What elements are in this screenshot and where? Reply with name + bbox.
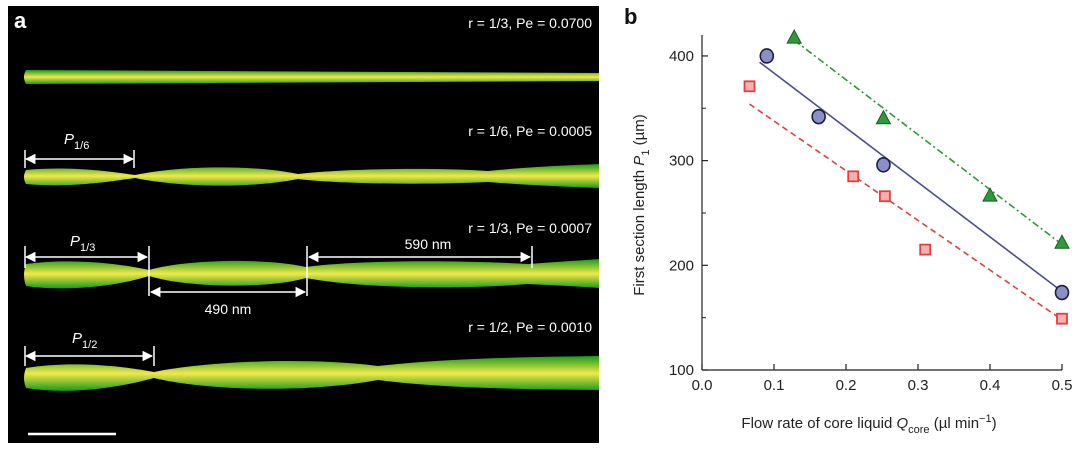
x-axis-title: Flow rate of core liquid Qcore (µl min−1… [741,413,996,436]
y-tick-label: 300 [669,153,694,170]
fit-line-square [749,103,1063,321]
point-circle [811,108,826,125]
fit-lines [749,39,1063,321]
point-square [847,170,860,183]
x-tick-label: 0.1 [764,377,785,394]
point-square [1056,312,1068,325]
period-label-row4: P1/2 [72,330,97,351]
panel-b-label: b [624,4,637,29]
scatter-panel: b 0.0 0.1 0.2 0.3 0.4 0.5 100 200 300 400 First s… [604,0,1075,449]
thread-row4 [24,356,599,391]
chart-axes: 0.0 0.1 0.2 0.3 0.4 0.5 100 200 300 400 [669,35,1072,394]
point-square [919,243,932,256]
thread-row3 [24,259,599,289]
x-tick-label: 0.5 [1052,377,1073,394]
point-triangle [982,187,998,202]
micrograph-panel: a r = 1/3, Pe = 0.0700 r = 1/6, Pe = 0.0… [8,6,599,443]
span-label-590: 590 nm [405,236,452,252]
scatter-chart: b 0.0 0.1 0.2 0.3 0.4 0.5 100 200 300 400 First s… [624,4,1072,436]
period-label-row3: P1/3 [70,233,95,254]
point-triangle [1054,234,1070,249]
y-tick-label: 200 [669,257,694,274]
thread-row1 [24,70,599,84]
point-square [743,80,756,93]
y-tick-label: 100 [669,362,694,379]
x-tick-label: 0.0 [692,377,713,394]
panel-a-label: a [14,8,27,33]
row2-parameters: r = 1/6, Pe = 0.0005 [468,123,592,139]
x-tick-label: 0.4 [980,377,1001,394]
micrograph-figure: a r = 1/3, Pe = 0.0700 r = 1/6, Pe = 0.0… [14,8,599,436]
point-circle [876,157,891,173]
y-axis-title: First section length P1 (µm) [631,114,652,296]
span-label-490: 490 nm [205,301,252,317]
fit-line-triangle [793,39,1063,246]
x-tick-label: 0.3 [908,377,929,394]
row3-parameters: r = 1/3, Pe = 0.0007 [468,220,592,236]
fit-line-circle [759,61,1063,293]
x-tick-label: 0.2 [836,377,857,394]
point-triangle [786,29,802,44]
point-square [878,190,891,203]
row1-parameters: r = 1/3, Pe = 0.0700 [468,15,592,31]
data-points [743,29,1070,325]
row4-parameters: r = 1/2, Pe = 0.0010 [468,319,592,335]
point-circle [759,48,775,64]
point-circle [1054,284,1070,301]
point-triangle [875,109,892,125]
period-label-row2: P1/6 [64,131,89,152]
thread-row2 [24,164,599,188]
y-tick-label: 400 [669,48,694,65]
